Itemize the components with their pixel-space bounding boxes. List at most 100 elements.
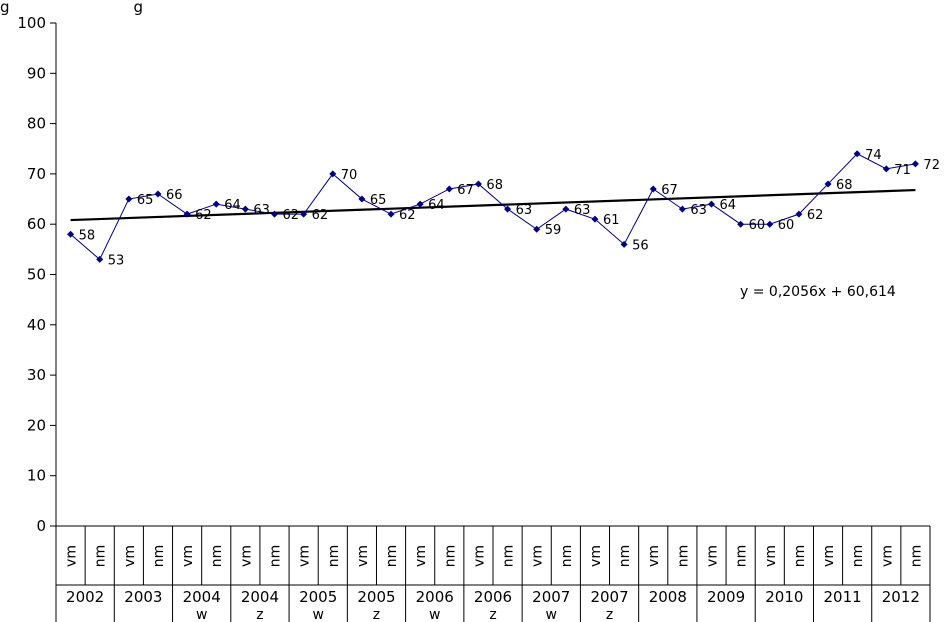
data-label: 56 [632,238,649,253]
x-group-sublabel: z [256,607,263,622]
x-category-label: vm [238,545,254,567]
x-group-label: 2003 [124,588,162,606]
data-point [824,180,832,188]
data-point [533,225,541,233]
x-category-label: nm [384,545,400,568]
x-category-label: vm [64,545,80,567]
data-point [737,220,745,228]
data-point [358,195,366,203]
x-group-label: 2002 [66,588,104,606]
x-category-label: nm [93,545,109,568]
y-axis-ticks: 0 10 20 30 40 50 60 70 80 90 100 [17,14,56,535]
x-category-label: vm [355,545,371,567]
data-point [183,210,191,218]
data-label: 71 [894,163,911,178]
data-label: 64 [224,198,241,213]
x-category-label: nm [501,545,517,568]
x-category-label: vm [180,545,196,567]
x-category-label: nm [734,545,750,568]
data-point [504,205,512,213]
data-label: 62 [399,208,416,223]
data-label: 62 [807,208,824,223]
x-group-label: 2006 [416,588,454,606]
data-label: 62 [283,208,300,223]
x-group-label: 2007 [590,588,628,606]
x-group-label: 2009 [707,588,745,606]
x-group-sublabel: z [606,607,613,622]
trendline-equation: y = 0,2056x + 60,614 [740,284,896,300]
x-group-label: 2004 [241,588,279,606]
data-point [271,210,278,218]
data-point [445,185,453,193]
data-label: 66 [166,188,183,203]
y-tick-label: 30 [27,366,46,384]
data-point [853,150,861,158]
y-tick-label: 40 [27,316,46,334]
data-label: 67 [661,183,678,198]
x-category-label: vm [122,545,138,567]
data-label: 68 [836,178,853,193]
x-group-sublabel: z [489,607,496,622]
x-category-label: vm [646,545,662,567]
data-label: 59 [545,223,562,238]
x-group-label: 2011 [824,588,862,606]
data-point [620,240,628,248]
data-label: 65 [137,193,154,208]
data-point [678,205,686,213]
data-label: 63 [253,203,270,218]
x-category-label: nm [559,545,575,568]
y-tick-label: 20 [27,416,46,434]
x-category-label: nm [850,545,866,568]
data-label: 74 [865,148,882,163]
data-point [329,170,337,178]
x-category-label: vm [297,545,313,567]
data-label: 53 [108,253,125,268]
x-category-label: nm [326,545,342,568]
x-group-label: 2008 [649,588,687,606]
x-category-label: vm [530,545,546,567]
data-label: 64 [720,198,737,213]
x-category-label: vm [879,545,895,567]
x-group-label: 2012 [882,588,920,606]
data-label: 63 [516,203,533,218]
axes [55,23,930,527]
x-category-label: vm [821,545,837,567]
data-label: 68 [486,178,503,193]
series-line [70,153,916,261]
x-category-label: nm [209,545,225,568]
data-point [67,230,75,238]
data-label: 63 [690,203,707,218]
data-label: 67 [457,183,474,198]
x-group-label: 2006 [474,588,512,606]
data-point [154,190,162,198]
x-category-label: vm [705,545,721,567]
data-label: 58 [79,228,96,243]
data-point [882,165,890,173]
y-tick-label: 0 [36,517,46,535]
y-tick-label: 90 [27,64,46,82]
y-tick-label: 10 [27,467,46,485]
x-axis-categories: vm nm vm nm vm nm vm nm vm nm vm nm vm nm vm nm vm nm vm nm… [55,526,931,622]
y-tick-label: 70 [27,165,46,183]
trendline [70,188,916,222]
x-category-label: vm [588,545,604,567]
data-point [474,180,482,188]
y-tick-label: 100 [17,14,46,32]
data-label: 60 [778,218,795,233]
data-point [562,205,570,213]
x-group-sublabel: w [546,607,557,622]
chart-title-fragment: g g [0,0,143,16]
x-category-label: nm [675,545,691,568]
data-point [708,200,715,208]
x-category-label: vm [413,545,429,567]
data-label: 62 [312,208,329,223]
x-group-sublabel: w [312,607,323,622]
data-labels: 58 53 65 66 62 64 63 62 62 70 65 62 64 67 68 63 59 63 61 56… [79,148,940,269]
data-point [125,195,133,203]
x-group-sublabel: w [196,607,207,622]
data-point [212,200,220,208]
data-label: 72 [923,158,940,173]
x-group-label: 2010 [765,588,803,606]
x-category-label: vm [471,545,487,567]
